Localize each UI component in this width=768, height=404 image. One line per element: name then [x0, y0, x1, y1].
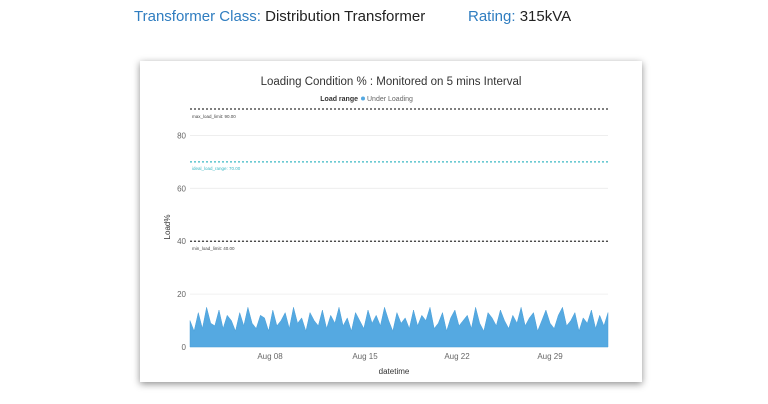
transformer-class-field: Transformer Class: Distribution Transfor…: [134, 8, 425, 25]
x-tick-label: Aug 22: [444, 352, 470, 361]
series-area-under-loading: [189, 306, 609, 348]
rating-field: Rating: 315kVA: [468, 8, 571, 25]
reference-lines: max_load_limit: 90.00 ideal_load_range: 7…: [190, 108, 608, 251]
y-axis-label: Load%: [163, 215, 172, 240]
y-axis-ticks: 0 20 40 60 80: [177, 131, 186, 352]
transformer-class-label: Transformer Class:: [134, 8, 261, 25]
rating-label: Rating:: [468, 8, 516, 25]
y-tick-label: 40: [177, 237, 186, 246]
x-tick-label: Aug 08: [257, 352, 283, 361]
legend[interactable]: Load range Under Loading: [320, 96, 413, 103]
loading-chart: Loading Condition % : Monitored on 5 min…: [163, 76, 609, 376]
x-axis-ticks: Aug 08 Aug 15 Aug 22 Aug 29: [257, 352, 563, 361]
transformer-class-value: Distribution Transformer: [265, 8, 426, 25]
reference-line-label: max_load_limit: 90.00: [192, 114, 236, 119]
legend-marker: [361, 96, 365, 101]
x-axis-label: datetime: [379, 367, 410, 376]
chart-card: Loading Condition % : Monitored on 5 min…: [140, 61, 642, 382]
y-tick-label: 80: [177, 131, 186, 140]
x-tick-label: Aug 15: [352, 352, 378, 361]
x-tick-label: Aug 29: [537, 352, 563, 361]
y-tick-label: 20: [177, 290, 186, 299]
legend-title: Load range: [320, 96, 358, 103]
y-tick-label: 60: [177, 184, 186, 193]
rating-value: 315kVA: [519, 8, 572, 25]
series-area: [189, 306, 609, 348]
chart-title: Loading Condition % : Monitored on 5 min…: [261, 76, 522, 88]
reference-line-label: min_load_limit: 40.00: [192, 246, 235, 251]
reference-line-label: ideal_load_range: 70.00: [192, 166, 241, 171]
y-tick-label: 0: [182, 343, 187, 352]
legend-item[interactable]: Under Loading: [367, 96, 413, 103]
